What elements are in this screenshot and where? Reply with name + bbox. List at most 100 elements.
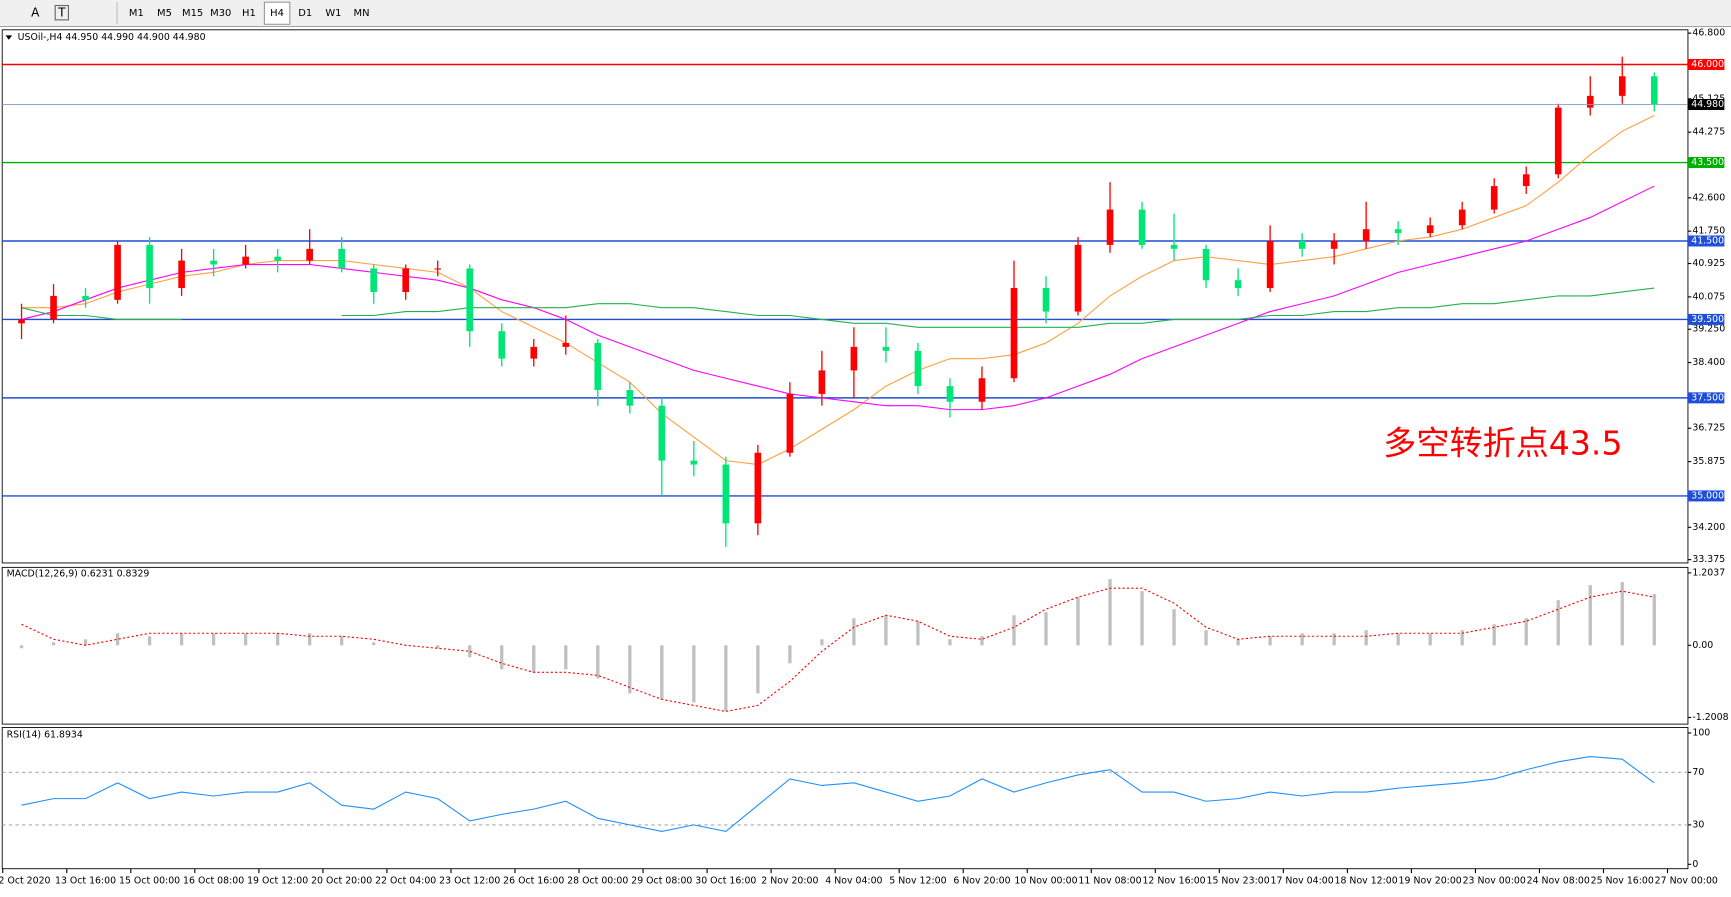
macd-bar <box>115 633 120 646</box>
level-label-box <box>1687 58 1725 71</box>
y-tick-label: 39.250 <box>1692 324 1725 335</box>
candle-body <box>850 346 858 371</box>
macd-bar <box>1204 630 1208 646</box>
chart-title: RSI(14) 61.8934 <box>7 730 83 741</box>
timeframe-button[interactable]: M1 <box>129 8 144 19</box>
timeframe-button[interactable]: H4 <box>270 8 284 19</box>
x-tick-label: 2 Nov 20:00 <box>761 875 818 886</box>
y-tick-label: 0.00 <box>1692 640 1713 651</box>
macd-bar <box>852 618 856 646</box>
macd-bar <box>19 645 24 649</box>
x-tick-label: 5 Nov 12:00 <box>889 875 946 886</box>
macd-bar <box>1332 633 1336 646</box>
candle-body <box>114 244 121 300</box>
candle-body <box>1170 244 1178 249</box>
candle-body <box>370 268 378 292</box>
candle-body <box>1618 76 1626 96</box>
timeframe-button[interactable]: H1 <box>242 8 256 19</box>
y-tick-label: 34.200 <box>1692 522 1725 533</box>
y-tick-label: 40.925 <box>1692 258 1725 269</box>
candle-body <box>1010 288 1018 379</box>
candle-body <box>754 452 762 524</box>
macd-bar <box>1620 582 1624 646</box>
candle-body <box>690 460 698 465</box>
chart-title: MACD(12,26,9) 0.6231 0.8329 <box>7 568 150 579</box>
macd-bar <box>692 645 696 703</box>
candle-body <box>1042 288 1050 312</box>
macd-bar <box>532 645 536 673</box>
candle-body <box>50 295 57 320</box>
candle-body <box>1330 240 1338 249</box>
tool-button[interactable]: A <box>31 6 40 20</box>
y-tick-label: 42.600 <box>1692 192 1725 203</box>
timeframe-button[interactable]: M15 <box>182 8 203 19</box>
candle-body <box>82 295 89 300</box>
x-tick-label: 4 Nov 04:00 <box>825 875 882 886</box>
rsi-line <box>21 756 1655 833</box>
macd-panel <box>1 566 1689 725</box>
timeframe-button[interactable]: D1 <box>298 8 312 19</box>
toolbar <box>0 0 1731 27</box>
timeframe-button[interactable]: MN <box>354 8 370 19</box>
candle-body <box>274 256 281 261</box>
x-tick-label: 11 Nov 08:00 <box>1078 875 1141 886</box>
x-tick-label: 25 Nov 16:00 <box>1591 875 1654 886</box>
macd-bar <box>820 639 824 646</box>
y-tick-label: 46.800 <box>1692 28 1725 39</box>
candle-body <box>338 248 345 269</box>
candle-body <box>722 464 730 524</box>
moving-average <box>21 307 182 320</box>
macd-bar <box>628 645 632 694</box>
x-tick-label: 16 Oct 08:00 <box>183 875 244 886</box>
candle-body <box>1266 240 1274 289</box>
y-tick-label: 30 <box>1692 819 1704 830</box>
level-label-box <box>1687 235 1725 247</box>
candle-body <box>626 390 634 406</box>
candle-body <box>1234 280 1242 289</box>
macd-bar <box>1588 585 1592 646</box>
macd-bar <box>1268 636 1272 646</box>
level-label: 37.500 <box>1691 392 1724 403</box>
timeframe-button[interactable]: M30 <box>210 8 231 19</box>
candle-body <box>1586 95 1594 108</box>
candle-body <box>1074 244 1082 312</box>
macd-bar <box>916 621 920 646</box>
x-tick-label: 30 Oct 16:00 <box>695 875 756 886</box>
moving-average <box>341 287 1655 328</box>
timeframe-button[interactable]: W1 <box>325 8 341 19</box>
y-tick-label: 0 <box>1692 859 1698 870</box>
x-tick-label: 19 Nov 20:00 <box>1399 875 1462 886</box>
macd-bar <box>1652 594 1656 646</box>
timeframe-button[interactable]: M5 <box>157 8 172 19</box>
moving-average <box>21 114 1655 466</box>
macd-bar <box>1396 633 1400 646</box>
macd-bar <box>1012 615 1016 646</box>
tool-button[interactable]: T <box>57 6 66 20</box>
candle-body <box>594 342 602 391</box>
candle-body <box>1522 174 1530 187</box>
macd-bar <box>372 642 376 646</box>
collapse-arrow[interactable] <box>5 35 13 40</box>
candle-body <box>1362 229 1370 241</box>
level-label: 41.500 <box>1691 235 1724 246</box>
x-tick-label: 13 Oct 16:00 <box>55 875 116 886</box>
y-tick-label: 38.400 <box>1692 357 1725 368</box>
macd-bar <box>179 633 184 646</box>
x-tick-label: 15 Nov 23:00 <box>1206 875 1269 886</box>
candle-body <box>466 268 474 332</box>
candle-body <box>210 260 217 265</box>
macd-bar <box>1108 579 1112 646</box>
macd-bar <box>884 615 888 646</box>
macd-bar <box>1460 630 1464 646</box>
x-tick-label: 10 Nov 00:00 <box>1014 875 1077 886</box>
candle-body <box>178 260 185 289</box>
candle-body <box>1394 229 1402 234</box>
candle-body <box>498 331 506 359</box>
macd-bar <box>1364 630 1368 646</box>
moving-average <box>21 185 1655 411</box>
candle-body <box>434 268 442 270</box>
candle-body <box>1458 209 1466 226</box>
macd-bar <box>275 633 280 646</box>
level-label-box <box>1687 313 1725 325</box>
tool-box[interactable] <box>54 4 69 21</box>
